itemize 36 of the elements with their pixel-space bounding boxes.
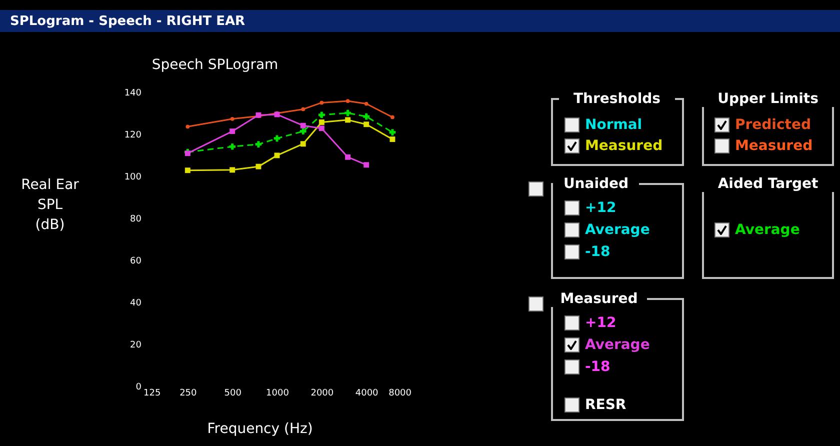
x-tick-label: 2000 [310, 388, 334, 398]
x-tick-label: 4000 [355, 388, 379, 398]
text: Average [735, 222, 800, 238]
x-tick-label: 500 [224, 388, 242, 398]
y-tick-label: 40 [130, 298, 142, 308]
text: Upper Limits [718, 91, 818, 107]
y-tick-label: 80 [130, 214, 142, 224]
chart-subtitle: Speech SPLogram [152, 57, 278, 73]
y-tick-label: 0 [136, 382, 142, 392]
y-tick-label: 100 [124, 172, 142, 182]
text: +12 [585, 200, 616, 216]
x-tick-label: 250 [180, 388, 198, 398]
chart-title: SPLogram - Speech - RIGHT EAR [10, 14, 246, 29]
text: RESR [585, 397, 626, 413]
y-tick-label: 60 [130, 256, 142, 266]
text: Average [585, 222, 650, 238]
text: Thresholds [574, 91, 660, 107]
text: Measured [560, 291, 638, 307]
text: Measured [585, 138, 663, 154]
text: -18 [585, 359, 610, 375]
text: Predicted [735, 117, 811, 133]
x-tick-label: 1000 [266, 388, 290, 398]
x-tick-label: 8000 [388, 388, 412, 398]
text: Measured [735, 138, 813, 154]
text: +12 [585, 315, 616, 331]
y-tick-label: 140 [124, 88, 142, 98]
text: Average [585, 337, 650, 353]
y-tick-label: 20 [130, 340, 142, 350]
x-axis-title: Frequency (Hz) [207, 421, 313, 437]
text: -18 [585, 244, 610, 260]
text: Normal [585, 117, 642, 133]
y-axis-title: Real Ear SPL (dB) [21, 177, 80, 233]
x-tick-label: 125 [144, 388, 161, 398]
text: Aided Target [718, 176, 818, 192]
y-tick-label: 120 [124, 130, 142, 140]
text: Unaided [563, 176, 629, 192]
